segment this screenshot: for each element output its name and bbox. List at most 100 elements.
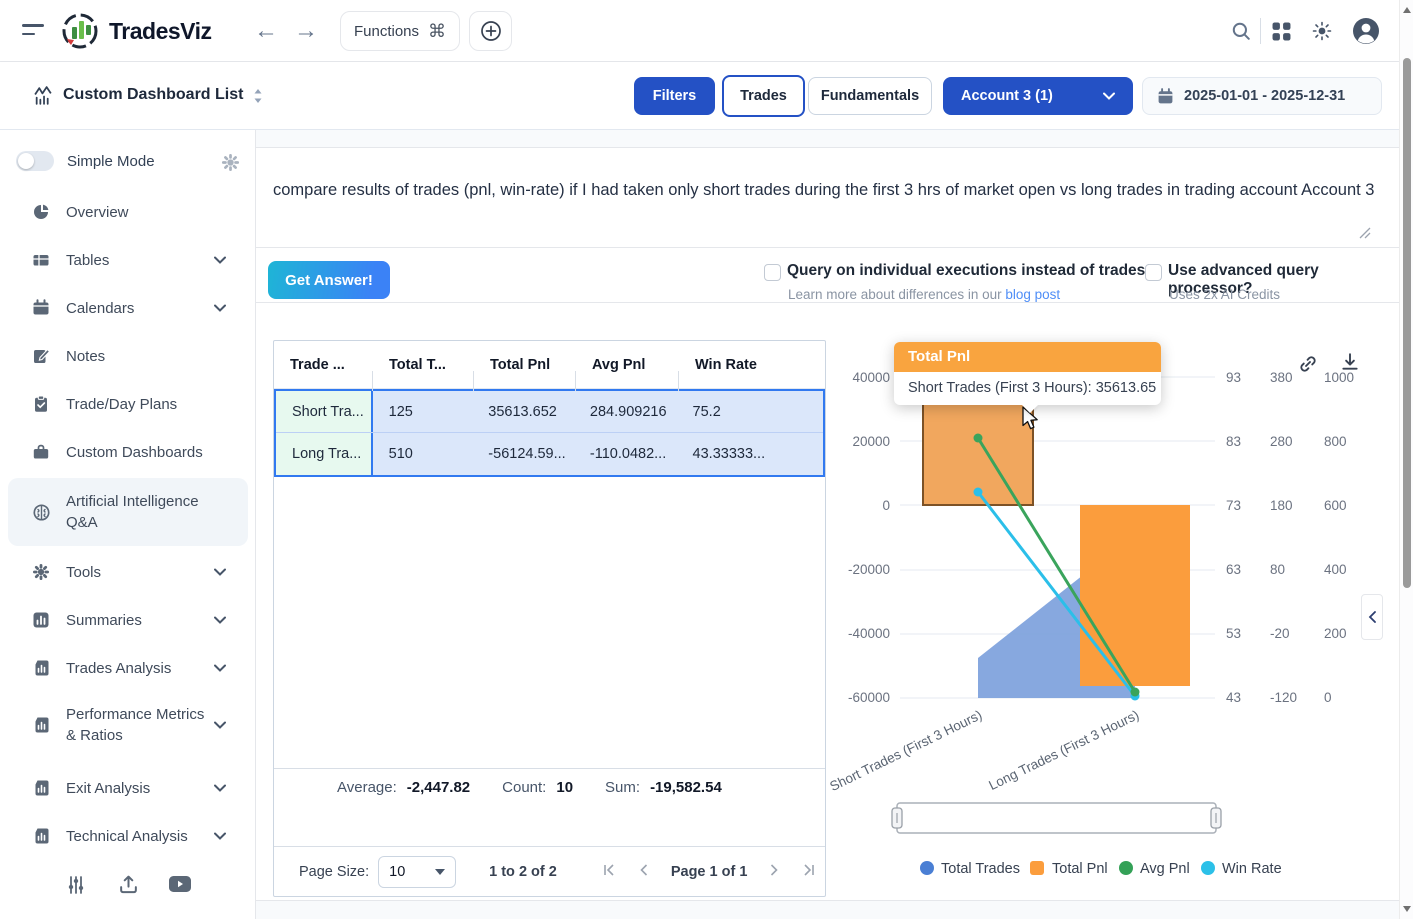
cell-total-pnl[interactable]: 35613.652 <box>472 391 574 432</box>
filters-button[interactable]: Filters <box>634 77 715 115</box>
prev-page-button[interactable] <box>631 863 657 880</box>
legend-marker-avg-pnl[interactable] <box>1119 861 1133 875</box>
tab-fundamentals[interactable]: Fundamentals <box>808 77 932 115</box>
column-header-total-trades[interactable]: Total T... <box>373 357 474 391</box>
comparison-chart[interactable]: 40000 20000 0 -20000 -40000 -60000 93 83… <box>827 340 1400 900</box>
chart-link-button[interactable] <box>1298 354 1318 379</box>
legend-total-pnl[interactable]: Total Pnl <box>1052 861 1108 877</box>
doc-chart-icon <box>26 827 56 845</box>
chevron-down-icon <box>214 304 226 312</box>
table-header-row: Trade ... Total T... Total Pnl Avg Pnl W… <box>274 341 825 391</box>
cell-total-trades[interactable]: 510 <box>372 433 473 475</box>
cell-total-trades[interactable]: 125 <box>372 391 473 432</box>
sum-value: -19,582.54 <box>650 779 722 796</box>
legend-marker-total-pnl[interactable] <box>1030 861 1044 875</box>
legend-marker-total-trades[interactable] <box>920 861 934 875</box>
legend-total-trades[interactable]: Total Trades <box>941 861 1020 877</box>
forward-arrow-button[interactable]: → <box>294 17 318 44</box>
scroll-down-arrow[interactable] <box>1403 906 1411 912</box>
sidebar-settings-button[interactable] <box>221 153 240 177</box>
scroll-up-arrow[interactable] <box>1403 7 1411 13</box>
get-answer-button[interactable]: Get Answer! <box>268 261 390 299</box>
sidebar-item-custom-dashboards[interactable]: Custom Dashboards <box>8 428 248 476</box>
tab-trades[interactable]: Trades <box>722 75 805 117</box>
sidebar-item-tools[interactable]: Tools <box>8 548 248 596</box>
resize-handle-icon[interactable] <box>1359 227 1371 239</box>
sidebar-item-ai-qa[interactable]: Artificial Intelligence Q&A <box>8 478 248 546</box>
table-row[interactable]: Long Tra... 510 -56124.59... -110.0482..… <box>276 433 823 475</box>
executions-checkbox[interactable] <box>764 264 781 281</box>
first-page-button[interactable] <box>597 863 623 880</box>
sidebar-item-overview[interactable]: Overview <box>8 188 248 236</box>
column-header-total-pnl[interactable]: Total Pnl <box>474 357 576 391</box>
date-range-picker[interactable]: 2025-01-01 - 2025-12-31 <box>1142 77 1382 115</box>
collapse-panel-button[interactable] <box>1361 594 1383 640</box>
sidebar-item-summaries[interactable]: Summaries <box>8 596 248 644</box>
functions-button[interactable]: Functions ⌘ <box>340 11 460 51</box>
sidebar-youtube-button[interactable] <box>169 876 191 898</box>
back-arrow-button[interactable]: ← <box>254 17 278 44</box>
table-row[interactable]: Short Tra... 125 35613.652 284.909216 75… <box>276 391 823 433</box>
page-title[interactable]: Custom Dashboard List <box>63 86 244 103</box>
tradesviz-logo-icon <box>62 13 98 49</box>
bar-total-pnl-short[interactable] <box>922 390 1034 506</box>
advanced-processor-checkbox[interactable] <box>1145 264 1162 281</box>
sort-toggle-icon[interactable] <box>252 87 264 110</box>
scrollbar-thumb[interactable] <box>1403 58 1411 588</box>
y-axis-total-trades: 1000 800 600 400 200 0 <box>1324 370 1354 705</box>
svg-text:280: 280 <box>1270 434 1293 449</box>
datazoom-slider[interactable] <box>891 802 1222 834</box>
column-header-avg-pnl[interactable]: Avg Pnl <box>576 357 679 391</box>
sidebar-filters-button[interactable] <box>66 875 86 900</box>
cell-avg-pnl[interactable]: 284.909216 <box>573 391 677 432</box>
cell-total-pnl[interactable]: -56124.59... <box>472 433 574 475</box>
cell-win-rate[interactable]: 43.33333... <box>676 433 823 475</box>
legend-win-rate[interactable]: Win Rate <box>1222 861 1282 877</box>
sidebar-item-calendars[interactable]: Calendars <box>8 284 248 332</box>
column-header-trade-type[interactable]: Trade ... <box>274 357 373 391</box>
chart-download-button[interactable] <box>1340 352 1360 377</box>
hamburger-menu-icon[interactable] <box>22 24 44 36</box>
bar-total-pnl-long[interactable] <box>1080 505 1190 686</box>
pagination-page: Page 1 of 1 <box>670 863 748 880</box>
sidebar-item-tables[interactable]: Tables <box>8 236 248 284</box>
theme-toggle-button[interactable] <box>1312 21 1332 46</box>
simple-mode-toggle[interactable] <box>16 151 54 171</box>
sidebar-item-trades-analysis[interactable]: Trades Analysis <box>8 644 248 692</box>
profile-button[interactable] <box>1352 17 1380 50</box>
sidebar-item-exit-analysis[interactable]: Exit Analysis <box>8 764 248 812</box>
legend-marker-win-rate[interactable] <box>1201 861 1215 875</box>
sidebar-item-performance-metrics[interactable]: Performance Metrics & Ratios <box>8 692 248 758</box>
legend-avg-pnl[interactable]: Avg Pnl <box>1140 861 1190 877</box>
account-dropdown[interactable]: Account 3 (1) <box>943 77 1133 115</box>
average-label: Average: <box>337 779 397 796</box>
apps-grid-button[interactable] <box>1272 22 1291 46</box>
main-content: compare results of trades (pnl, win-rate… <box>256 130 1399 901</box>
cell-win-rate[interactable]: 75.2 <box>676 391 823 432</box>
query-textarea[interactable]: compare results of trades (pnl, win-rate… <box>256 148 1399 247</box>
sidebar-item-technical-analysis[interactable]: Technical Analysis <box>8 812 248 860</box>
page-size-select[interactable]: 10 <box>378 855 457 888</box>
search-button[interactable] <box>1231 21 1251 46</box>
blog-post-link[interactable]: blog post <box>1005 287 1061 302</box>
sidebar-upload-button[interactable] <box>118 874 139 900</box>
sidebar-item-trade-day-plans[interactable]: Trade/Day Plans <box>8 380 248 428</box>
add-button[interactable] <box>469 11 512 51</box>
filter-bar: Custom Dashboard List Filters Trades Fun… <box>0 62 1399 130</box>
briefcase-icon <box>26 443 56 461</box>
plus-circle-icon <box>480 21 501 41</box>
page-scrollbar[interactable] <box>1399 0 1413 919</box>
line-avg-pnl[interactable] <box>973 433 1140 697</box>
y-axis-avg-pnl: 380 280 180 80 -20 -120 <box>1270 370 1297 705</box>
line-win-rate[interactable] <box>973 487 1140 701</box>
cell-trade-type[interactable]: Long Tra... <box>276 433 373 475</box>
cell-avg-pnl[interactable]: -110.0482... <box>573 433 677 475</box>
sidebar-item-notes[interactable]: Notes <box>8 332 248 380</box>
cell-trade-type[interactable]: Short Tra... <box>276 391 373 432</box>
table-pagination-bar: Page Size: 10 1 to 2 of 2 Page 1 of 1 <box>274 846 825 896</box>
app-logo[interactable]: TradesViz <box>60 11 212 51</box>
query-text: compare results of trades (pnl, win-rate… <box>273 181 1375 199</box>
column-header-win-rate[interactable]: Win Rate <box>695 356 757 373</box>
last-page-button[interactable] <box>795 863 821 880</box>
next-page-button[interactable] <box>761 863 787 880</box>
